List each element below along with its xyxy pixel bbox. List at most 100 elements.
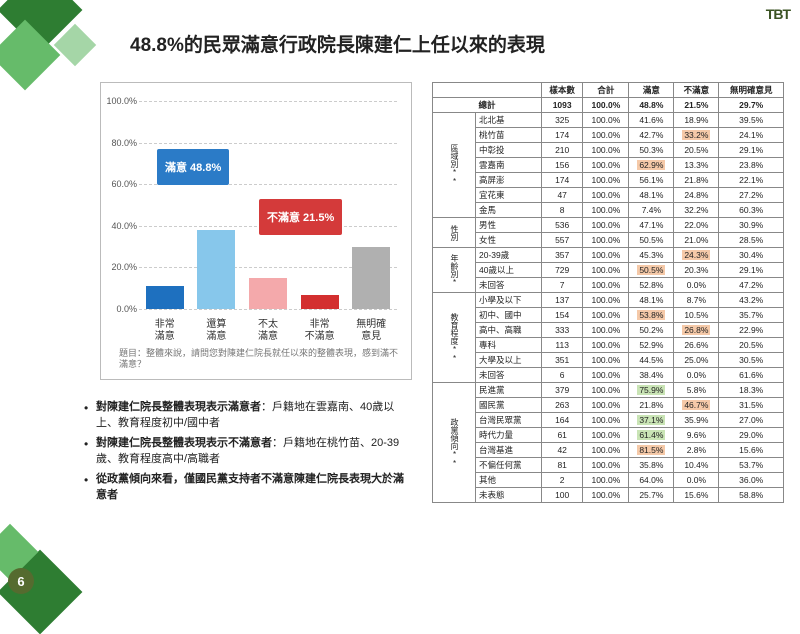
group-label: 區域別**: [433, 113, 476, 218]
table-cell: 100.0%: [583, 173, 629, 188]
y-tick: 60.0%: [103, 179, 137, 189]
table-cell: 15.6%: [674, 488, 719, 503]
table-cell: 100.0%: [583, 143, 629, 158]
table-cell: 100.0%: [583, 188, 629, 203]
table-cell: 24.3%: [674, 248, 719, 263]
table-cell: 29.0%: [719, 428, 784, 443]
table-cell: 50.3%: [629, 143, 674, 158]
table-cell: 26.8%: [674, 323, 719, 338]
table-col-header: 無明確意見: [719, 83, 784, 98]
table-cell: 35.9%: [674, 413, 719, 428]
table-cell: 154: [541, 308, 582, 323]
table-cell: 22.1%: [719, 173, 784, 188]
row-label: 不偏任何黨: [476, 458, 542, 473]
table-col-header: 樣本數: [541, 83, 582, 98]
total-cell: 100.0%: [583, 98, 629, 113]
bar: [352, 247, 390, 309]
table-cell: 100.0%: [583, 338, 629, 353]
table-cell: 100.0%: [583, 263, 629, 278]
table-cell: 26.6%: [674, 338, 719, 353]
row-label: 小學及以下: [476, 293, 542, 308]
row-label: 40歲以上: [476, 263, 542, 278]
row-label: 女性: [476, 233, 542, 248]
logo: TBT: [766, 6, 790, 22]
table-cell: 25.0%: [674, 353, 719, 368]
table-cell: 174: [541, 128, 582, 143]
table-cell: 47.2%: [719, 278, 784, 293]
row-label: 男性: [476, 218, 542, 233]
table-cell: 22.0%: [674, 218, 719, 233]
table-cell: 100.0%: [583, 113, 629, 128]
table-cell: 35.7%: [719, 308, 784, 323]
table-cell: 47: [541, 188, 582, 203]
table-cell: 32.2%: [674, 203, 719, 218]
table-cell: 81.5%: [629, 443, 674, 458]
table-cell: 41.6%: [629, 113, 674, 128]
table-cell: 100.0%: [583, 398, 629, 413]
table-cell: 35.8%: [629, 458, 674, 473]
table-cell: 29.1%: [719, 143, 784, 158]
table-cell: 10.4%: [674, 458, 719, 473]
bar-value-label: 29.7%: [346, 0, 396, 98]
row-label: 未回答: [476, 368, 542, 383]
row-label: 高屏澎: [476, 173, 542, 188]
table-row: 中彰投210100.0%50.3%20.5%29.1%: [433, 143, 784, 158]
x-category: 非常滿意: [140, 319, 190, 343]
bar-value-label: 37.8%: [191, 0, 241, 98]
table-row: 專科113100.0%52.9%26.6%20.5%: [433, 338, 784, 353]
row-label: 台灣民眾黨: [476, 413, 542, 428]
table-row: 性別男性536100.0%47.1%22.0%30.9%: [433, 218, 784, 233]
row-label: 國民黨: [476, 398, 542, 413]
table-cell: 557: [541, 233, 582, 248]
bullet-item: 對陳建仁院長整體表現表示滿意者：戶籍地在雲嘉南、40歲以上、教育程度初中/國中者: [84, 400, 414, 432]
table-cell: 100.0%: [583, 488, 629, 503]
table-cell: 33.2%: [674, 128, 719, 143]
table-cell: 100.0%: [583, 368, 629, 383]
table-cell: 43.2%: [719, 293, 784, 308]
table-cell: 357: [541, 248, 582, 263]
y-tick: 100.0%: [103, 96, 137, 106]
table-cell: 36.0%: [719, 473, 784, 488]
table-cell: 42.7%: [629, 128, 674, 143]
table-row: 教育程度**小學及以下137100.0%48.1%8.7%43.2%: [433, 293, 784, 308]
table-row: 大學及以上351100.0%44.5%25.0%30.5%: [433, 353, 784, 368]
table-cell: 333: [541, 323, 582, 338]
table-cell: 30.9%: [719, 218, 784, 233]
table-cell: 21.0%: [674, 233, 719, 248]
y-tick: 80.0%: [103, 138, 137, 148]
table-cell: 100.0%: [583, 353, 629, 368]
table-col-header: 不滿意: [674, 83, 719, 98]
x-category: 還算滿意: [191, 319, 241, 343]
table-cell: 52.9%: [629, 338, 674, 353]
table-cell: 22.9%: [719, 323, 784, 338]
table-cell: 325: [541, 113, 582, 128]
table-cell: 18.3%: [719, 383, 784, 398]
row-label: 雲嘉南: [476, 158, 542, 173]
total-cell: 29.7%: [719, 98, 784, 113]
table-cell: 20.5%: [674, 143, 719, 158]
table-col-header: 滿意: [629, 83, 674, 98]
table-cell: 53.7%: [719, 458, 784, 473]
corner-decoration-top: [0, 0, 90, 90]
table-row: 時代力量61100.0%61.4%9.6%29.0%: [433, 428, 784, 443]
table-row: 不偏任何黨81100.0%35.8%10.4%53.7%: [433, 458, 784, 473]
table-cell: 45.3%: [629, 248, 674, 263]
x-category: 非常不滿意: [295, 319, 345, 343]
table-row: 女性557100.0%50.5%21.0%28.5%: [433, 233, 784, 248]
table-cell: 27.2%: [719, 188, 784, 203]
table-cell: 64.0%: [629, 473, 674, 488]
table-cell: 10.5%: [674, 308, 719, 323]
table-cell: 31.5%: [719, 398, 784, 413]
table-cell: 25.7%: [629, 488, 674, 503]
row-label: 時代力量: [476, 428, 542, 443]
table-cell: 58.8%: [719, 488, 784, 503]
table-cell: 100.0%: [583, 458, 629, 473]
table-row: 40歲以上729100.0%50.5%20.3%29.1%: [433, 263, 784, 278]
table-cell: 29.1%: [719, 263, 784, 278]
row-label: 民進黨: [476, 383, 542, 398]
table-cell: 48.1%: [629, 293, 674, 308]
table-cell: 7.4%: [629, 203, 674, 218]
table-cell: 2.8%: [674, 443, 719, 458]
table-cell: 100.0%: [583, 203, 629, 218]
row-label: 20-39歲: [476, 248, 542, 263]
